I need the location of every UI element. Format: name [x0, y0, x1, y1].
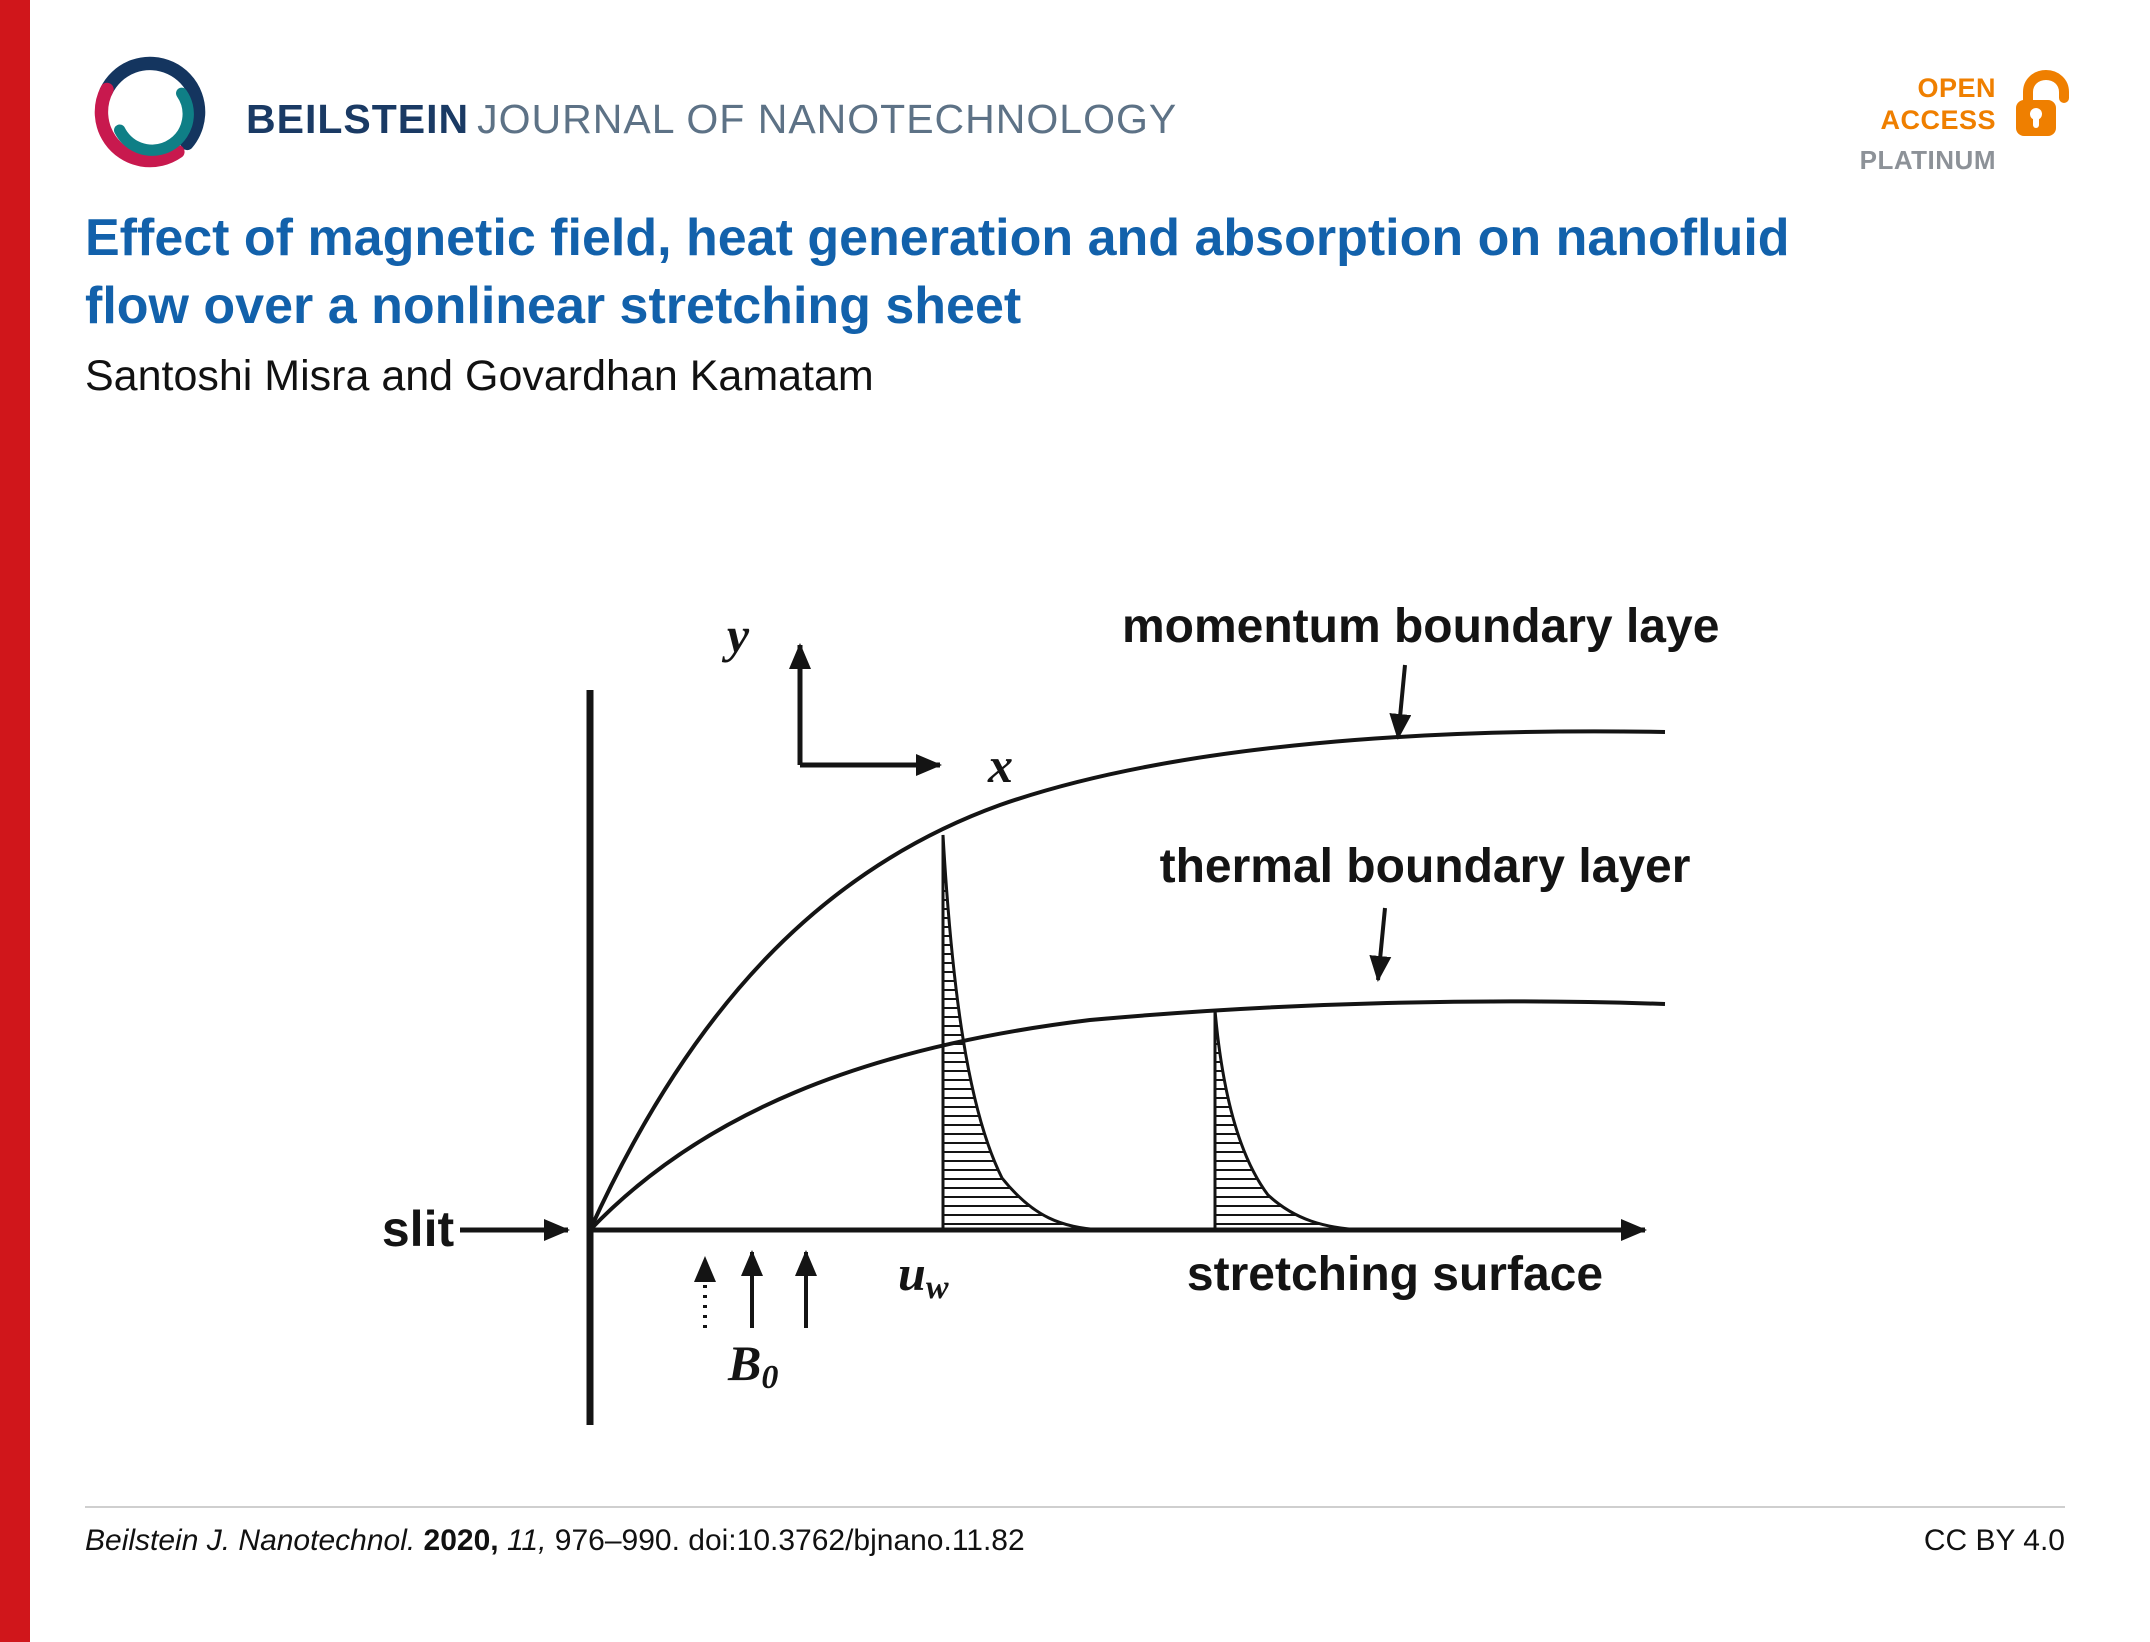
left-accent-bar: [0, 0, 30, 1642]
momentum-boundary-curve: [588, 729, 1666, 1231]
thermal-boundary-layer-label: thermal boundary layer: [1160, 840, 1691, 893]
citation-pages-doi: 976–990. doi:10.3762/bjnano.11.82: [554, 1524, 1025, 1557]
open-access-badge: OPEN ACCESS PLATINUM: [1860, 68, 2072, 176]
y-axis-label: y: [722, 607, 750, 663]
license-label: CC BY 4.0: [1923, 1524, 2065, 1557]
journal-name-rest: JOURNAL OF NANOTECHNOLOGY: [477, 96, 1178, 142]
badge-access-label: ACCESS: [1880, 105, 1996, 135]
temperature-profile-hatch: [1213, 1009, 1363, 1232]
thermal-boundary-curve: [588, 999, 1666, 1232]
stretching-surface-label: stretching surface: [1187, 1248, 1603, 1301]
uw-label: uw: [898, 1245, 949, 1306]
journal-name: BEILSTEIN JOURNAL OF NANOTECHNOLOGY: [246, 96, 1177, 143]
badge-platinum-label: PLATINUM: [1859, 145, 1996, 175]
citation: Beilstein J. Nanotechnol. 2020, 11, 976–…: [85, 1524, 1025, 1558]
boundary-layer-figure: y x momentum boundary layer thermal boun…: [300, 590, 1738, 1450]
citation-year: 2020,: [423, 1524, 499, 1557]
article-authors: Santoshi Misra and Govardhan Kamatam: [85, 352, 874, 400]
article-title: Effect of magnetic field, heat generatio…: [85, 209, 1790, 335]
momentum-boundary-layer-label: momentum boundary layer: [1122, 600, 1720, 653]
x-axis-label: x: [987, 737, 1013, 793]
journal-name-bold: BEILSTEIN: [246, 96, 470, 142]
momentum-pointer-arrow: [1389, 664, 1412, 740]
footer-divider: [85, 1506, 2065, 1508]
thermal-pointer-arrow: [1369, 907, 1392, 982]
citation-volume: 11,: [506, 1524, 547, 1557]
beilstein-logo-icon: [88, 50, 212, 174]
velocity-profile-hatch: [941, 834, 1101, 1232]
citation-journal: Beilstein J. Nanotechnol.: [85, 1524, 416, 1557]
slit-label: slit: [382, 1201, 455, 1257]
b0-label: B0: [727, 1335, 778, 1396]
open-lock-icon: [2010, 68, 2072, 142]
badge-open-label: OPEN: [1917, 73, 1996, 104]
